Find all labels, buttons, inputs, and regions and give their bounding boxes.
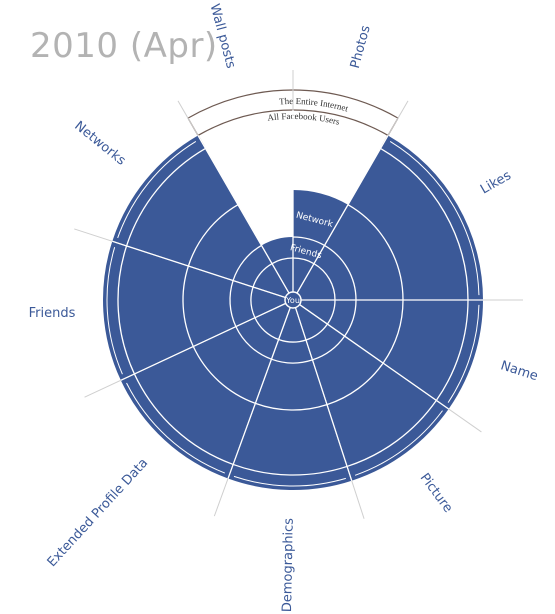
ring-demographics-1 bbox=[278, 338, 307, 343]
ring-wall-posts-1 bbox=[271, 257, 294, 265]
ring-friends-4 bbox=[117, 245, 135, 375]
ring-picture-1 bbox=[305, 323, 328, 341]
wedge-networks bbox=[112, 135, 290, 298]
spoke-extended-profile-data bbox=[227, 307, 291, 479]
edge-picture bbox=[354, 410, 443, 476]
ring-extended-profile-data-4 bbox=[133, 373, 234, 466]
spoke-picture bbox=[299, 304, 450, 410]
spoke-lines bbox=[74, 70, 523, 519]
ring-likes-2 bbox=[324, 244, 357, 301]
spoke-demographics bbox=[294, 307, 353, 481]
label-name: Name bbox=[499, 358, 540, 384]
chart-title: 2010 (Apr) bbox=[30, 26, 218, 66]
wedge-likes bbox=[297, 135, 483, 300]
ring-demographics-2 bbox=[271, 358, 313, 364]
label-wall-posts: Wall posts bbox=[207, 2, 239, 70]
spoke-networks bbox=[112, 240, 286, 299]
ring-name-4 bbox=[435, 299, 469, 401]
label-networks: Networks bbox=[71, 119, 128, 169]
wedge-friends bbox=[103, 241, 286, 381]
ring-networks-1 bbox=[252, 263, 273, 288]
wedge-name bbox=[299, 300, 483, 409]
center-label: You bbox=[285, 296, 300, 305]
label-demographics: Demographics bbox=[280, 518, 297, 613]
ring-photos-1 bbox=[292, 257, 315, 265]
center-circle bbox=[284, 291, 302, 309]
edge-extended-profile-data bbox=[126, 382, 226, 474]
ring-likes-1 bbox=[313, 263, 336, 301]
edge-likes bbox=[389, 140, 480, 296]
ring-networks-3 bbox=[187, 204, 239, 267]
wedge-extended-profile-data bbox=[120, 303, 291, 479]
edge-friends bbox=[106, 247, 123, 375]
spoke-wall-posts bbox=[197, 135, 290, 294]
ring-extended-profile-data-2 bbox=[235, 326, 272, 360]
ring-demographics-3 bbox=[255, 402, 328, 411]
ring-demographics-4 bbox=[232, 463, 348, 476]
ring-likes-3 bbox=[347, 204, 404, 301]
edge-demographics bbox=[233, 475, 346, 487]
ring-likes-4 bbox=[380, 147, 469, 301]
label-picture: Picture bbox=[417, 471, 456, 516]
edge-networks bbox=[117, 140, 197, 239]
ring-friends-1 bbox=[250, 286, 256, 319]
label-likes: Likes bbox=[478, 168, 514, 197]
ring-photos-2 bbox=[292, 236, 325, 247]
wedge-demographics bbox=[228, 307, 352, 491]
ring-picture-4 bbox=[346, 400, 437, 468]
wedge-photos bbox=[293, 190, 348, 294]
ring-picture-3 bbox=[326, 362, 384, 406]
ring-friends-3 bbox=[182, 265, 194, 347]
ring-name-1 bbox=[326, 299, 336, 325]
ring-picture-2 bbox=[312, 335, 346, 361]
label-extended-profile-data: Extended Profile Data bbox=[45, 456, 152, 570]
ring-name-3 bbox=[382, 299, 404, 364]
spoke-likes bbox=[296, 135, 389, 294]
ring-extended-profile-data-1 bbox=[254, 317, 279, 341]
edge-name bbox=[447, 304, 480, 403]
ring-networks-2 bbox=[232, 244, 262, 281]
ring-name-2 bbox=[344, 299, 357, 337]
label-friends: Friends bbox=[29, 306, 76, 321]
spoke-friends bbox=[120, 302, 287, 381]
ring-extended-profile-data-3 bbox=[192, 346, 256, 404]
label-photos: Photos bbox=[348, 24, 374, 70]
wedge-wall-posts bbox=[261, 237, 293, 294]
ring-networks-4 bbox=[125, 147, 206, 247]
ring-lines bbox=[106, 140, 480, 487]
ring-friends-2 bbox=[229, 280, 237, 327]
